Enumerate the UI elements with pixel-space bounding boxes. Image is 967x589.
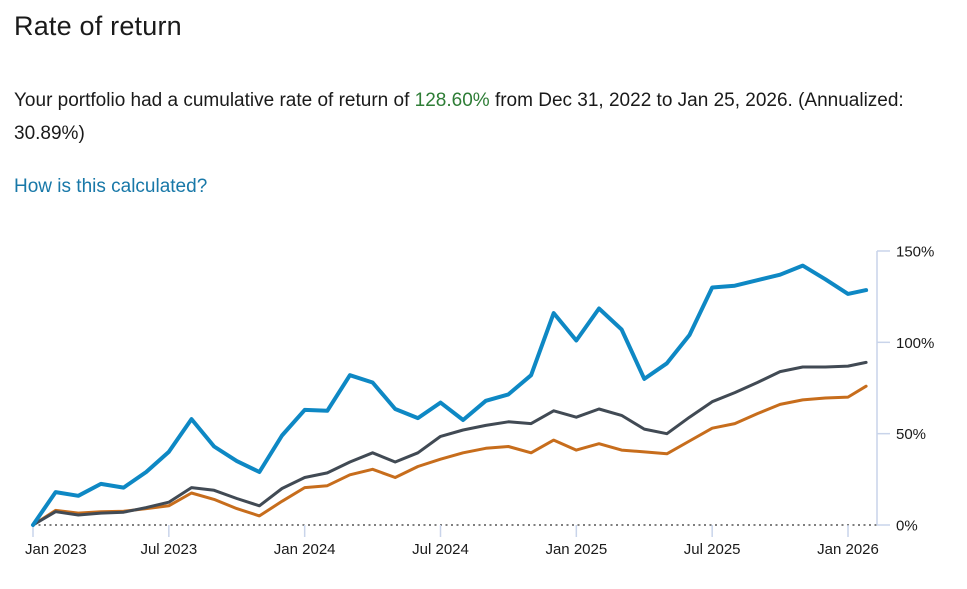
summary-suffix: from Dec 31, 2022 to Jan 25, 2026. (Annu… [14,90,904,144]
benchmark-gray-line [31,360,868,527]
x-tick-label: Jul 2025 [684,541,741,558]
summary-text: Your portfolio had a cumulative rate of … [14,84,959,150]
y-tick-label: 50% [896,426,926,443]
y-tick-label: 150% [896,243,934,260]
x-tick-label: Jul 2024 [412,541,469,558]
y-tick-label: 100% [896,335,934,352]
x-tick-label: Jul 2023 [140,541,197,558]
benchmark-orange-line [31,384,868,527]
summary-prefix: Your portfolio had a cumulative rate of … [14,90,415,111]
cumulative-return-value: 128.60% [414,90,490,111]
page-title: Rate of return [14,11,182,41]
portfolio-line [31,263,869,527]
x-tick-label: Jan 2026 [817,541,879,558]
x-tick-label: Jan 2024 [274,541,336,558]
x-tick-label: Jan 2023 [25,541,87,558]
x-tick-label: Jan 2025 [545,541,607,558]
how-calculated-link[interactable]: How is this calculated? [14,176,208,197]
y-tick-label: 0% [896,518,918,535]
